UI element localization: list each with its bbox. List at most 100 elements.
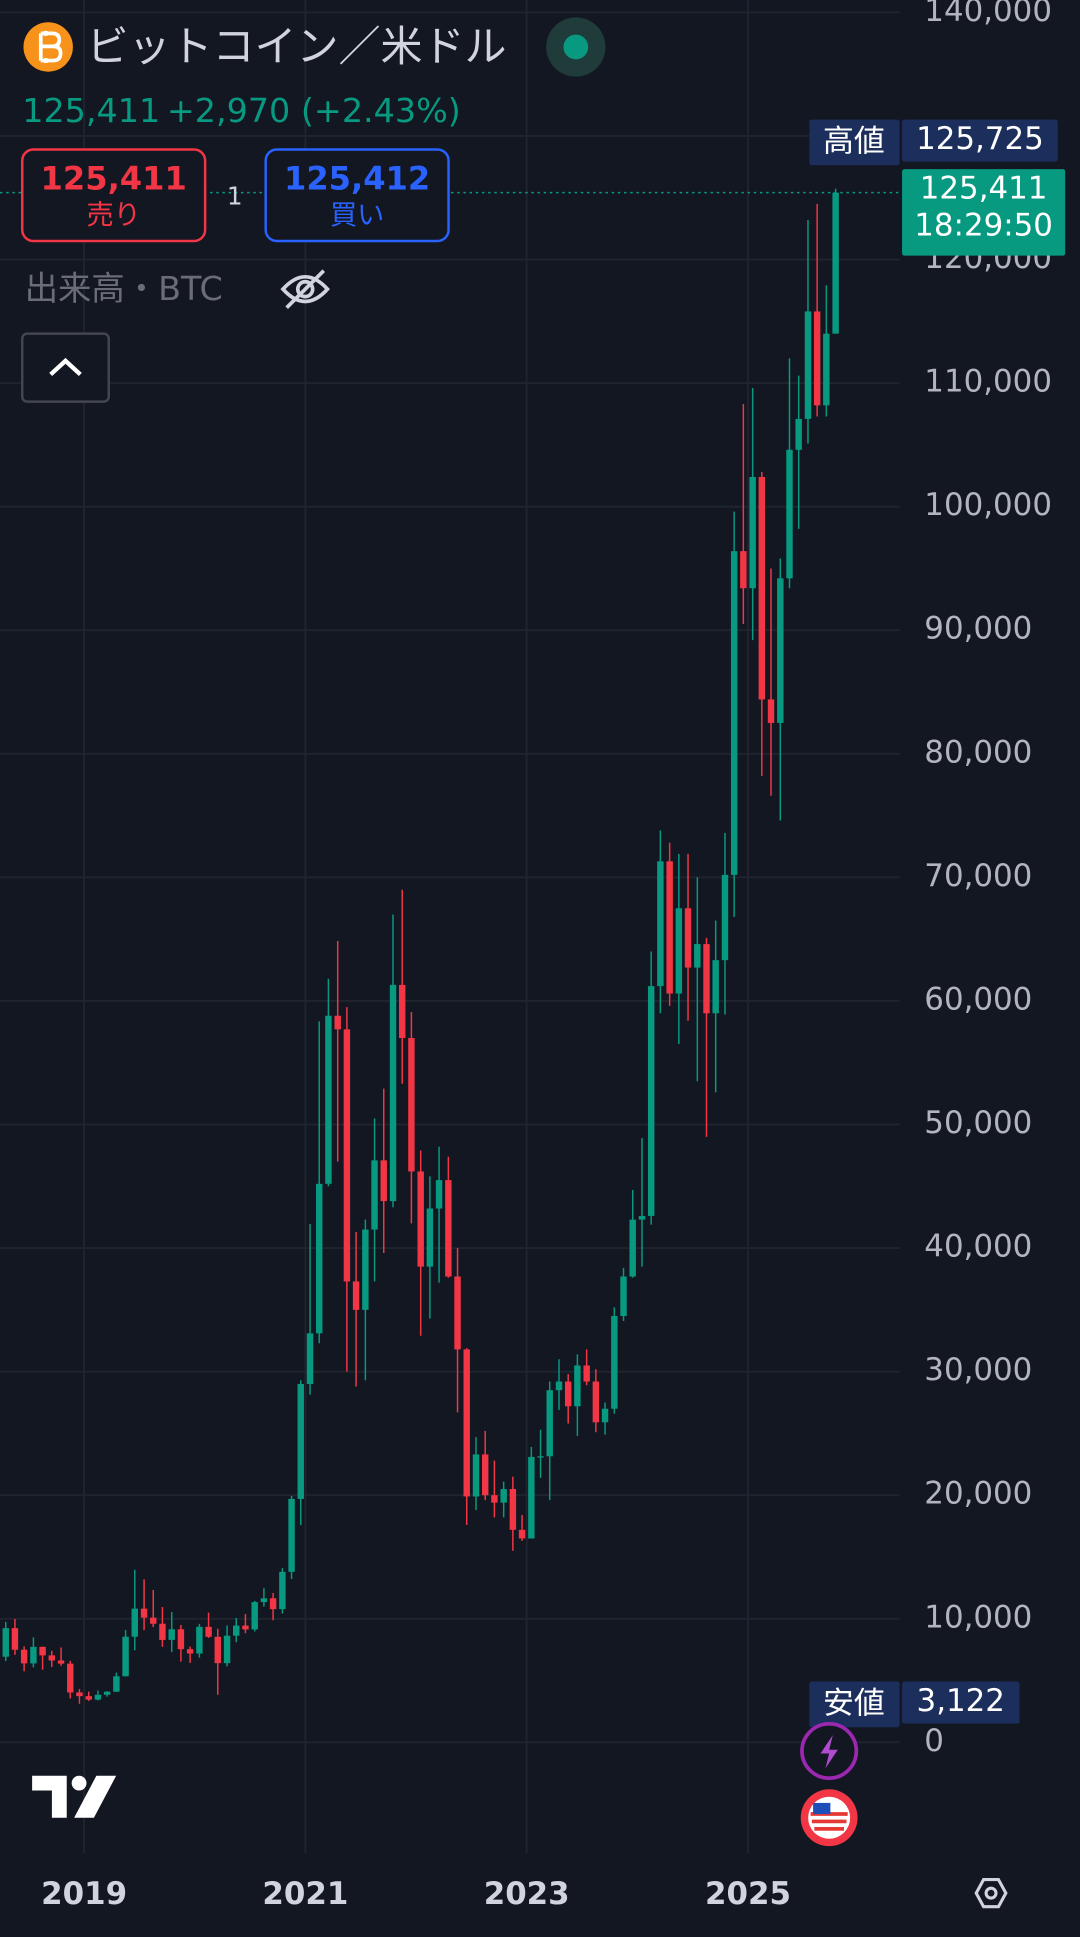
buy-button[interactable]: [264, 148, 450, 243]
candle-body: [316, 1183, 323, 1334]
candle-body: [168, 1629, 175, 1640]
candle-body: [592, 1381, 600, 1423]
candle-body: [408, 1038, 415, 1172]
candle-body: [279, 1571, 286, 1610]
candle-body: [20, 1649, 28, 1664]
candle-body: [177, 1629, 185, 1650]
candle-body: [251, 1602, 258, 1630]
y-tick-label: 60,000: [924, 981, 1032, 1017]
candle-body: [500, 1489, 507, 1503]
x-tick-label: 2025: [705, 1876, 791, 1912]
candle-body: [583, 1365, 590, 1382]
candle-body: [721, 874, 729, 961]
collapse-button[interactable]: [21, 332, 110, 403]
candle-body: [675, 908, 683, 994]
candle-body: [417, 1171, 424, 1267]
candle-body: [472, 1454, 480, 1497]
candle-body: [601, 1408, 609, 1423]
candle-body: [242, 1625, 249, 1630]
x-tick-label: 2021: [262, 1876, 348, 1912]
settings-button[interactable]: [974, 1877, 1008, 1909]
candle-body: [528, 1456, 535, 1539]
candle-body: [67, 1663, 74, 1693]
candle-body: [481, 1454, 489, 1496]
candle-body: [740, 551, 747, 589]
candle-body: [48, 1655, 55, 1661]
candle-body: [703, 944, 710, 1014]
y-tick-label: 50,000: [924, 1105, 1032, 1141]
x-tick-label: 2019: [41, 1876, 127, 1912]
grid: 0 10,000 20,000 30,000 40,000 50,000 60,000 70,…: [0, 0, 1052, 1912]
chevron-up: [49, 357, 82, 377]
candle-body: [463, 1349, 470, 1497]
y-tick-label: 80,000: [924, 734, 1032, 770]
y-tick-label: 140,000: [924, 0, 1052, 29]
volume-label: 出来高・BTC: [25, 269, 223, 308]
sell-price: 125,411: [41, 159, 187, 197]
candle-body: [39, 1646, 46, 1656]
y-tick-label: 100,000: [924, 487, 1052, 523]
candle-body: [694, 944, 701, 968]
candle-body: [205, 1626, 212, 1637]
sell-button[interactable]: [21, 148, 207, 243]
candle-body: [804, 311, 812, 419]
candle-body: [777, 578, 784, 723]
candle-body: [214, 1636, 221, 1664]
candle-body: [813, 311, 821, 406]
candle-body: [389, 984, 397, 1202]
candle-body: [445, 1180, 452, 1277]
candle-body: [767, 699, 775, 723]
candle-body: [325, 1015, 332, 1184]
sell-label: 売り: [87, 200, 141, 231]
y-tick-label: 110,000: [924, 364, 1052, 400]
annotation-text: 高値: [823, 124, 885, 160]
candle-body: [555, 1381, 563, 1391]
candles: [2, 188, 839, 1704]
candle-body: [629, 1219, 636, 1277]
candle-body: [786, 449, 793, 579]
candle-body: [11, 1628, 19, 1650]
candle-body: [611, 1316, 618, 1409]
candle-body: [398, 984, 406, 1039]
lightning-icon: [820, 1734, 838, 1769]
candle-body: [638, 1215, 646, 1220]
candle-body: [269, 1598, 277, 1610]
candle-body: [260, 1598, 268, 1603]
candle-body: [103, 1691, 111, 1695]
candle-body: [647, 986, 655, 1216]
candle-body: [297, 1384, 304, 1499]
spread: 1: [227, 182, 243, 211]
buy-price: 125,412: [284, 159, 430, 197]
candle-body: [712, 960, 719, 1014]
y-tick-label: 70,000: [924, 858, 1032, 894]
last-price: 125,411: [22, 91, 160, 130]
candle-body: [334, 1015, 341, 1030]
candle-body: [159, 1623, 166, 1640]
candle-body: [122, 1636, 129, 1677]
candle-body: [380, 1160, 387, 1202]
buy-label: 買い: [330, 200, 384, 231]
candle-body: [564, 1381, 572, 1407]
candle-body: [657, 861, 664, 987]
y-tick-label: 30,000: [924, 1352, 1032, 1388]
candle-body: [233, 1625, 240, 1636]
x-tick-label: 2023: [484, 1876, 570, 1912]
candle-body: [85, 1696, 92, 1700]
candle-body: [509, 1489, 517, 1530]
candle-body: [94, 1694, 102, 1700]
last-price-time: 18:29:50: [914, 208, 1053, 244]
candle-body: [684, 908, 692, 968]
candle-body: [371, 1160, 378, 1230]
candle-body: [491, 1495, 498, 1503]
annotation-text: 安値: [823, 1686, 885, 1722]
hide-icon[interactable]: [280, 269, 330, 310]
candle-body: [131, 1608, 138, 1637]
annotation-value: 3,122: [917, 1683, 1005, 1719]
candle-body: [288, 1498, 295, 1572]
candle-body: [113, 1676, 120, 1692]
candle-body: [454, 1276, 461, 1350]
candle-body: [730, 551, 738, 875]
